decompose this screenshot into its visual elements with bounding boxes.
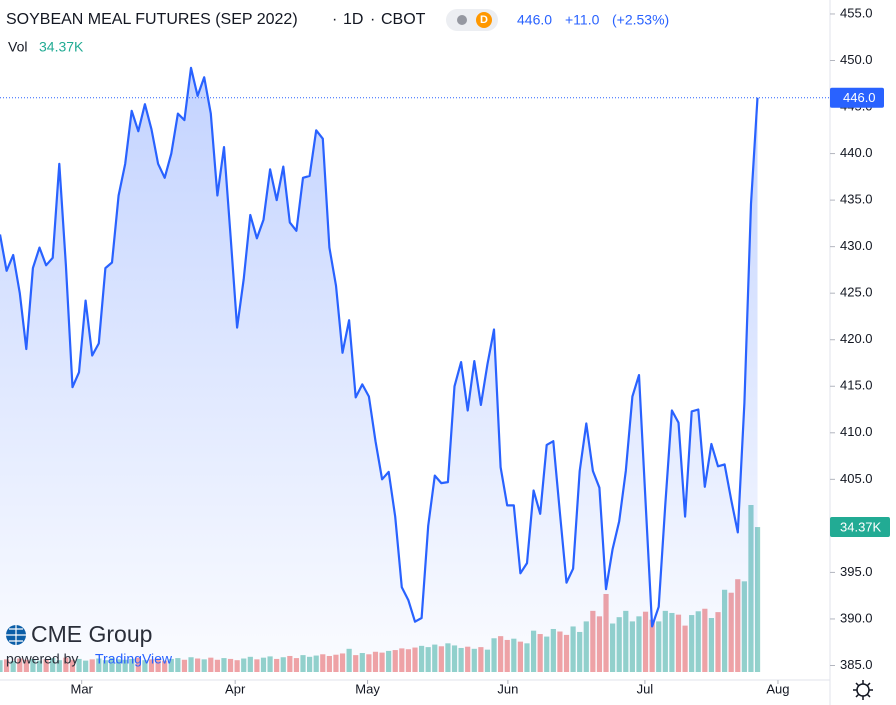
y-tick-label: 390.0 xyxy=(840,610,873,625)
x-tick-label: Jul xyxy=(637,681,654,696)
interval: 1D xyxy=(343,11,363,28)
last-price: 446.0 xyxy=(517,12,552,28)
y-tick-label: 415.0 xyxy=(840,378,873,393)
price-change: +11.0 xyxy=(565,12,600,28)
y-tick-label: 385.0 xyxy=(840,657,873,672)
logo-globe-lines xyxy=(6,625,26,645)
volume-bar xyxy=(754,527,761,672)
exchange: CBOT xyxy=(381,11,426,28)
y-tick-label: 405.0 xyxy=(840,471,873,486)
x-tick-label: Jun xyxy=(497,681,518,696)
separator: · xyxy=(332,11,337,28)
price-line xyxy=(0,66,759,628)
volume-tag-label: 34.37K xyxy=(840,519,882,534)
gear-teeth xyxy=(853,680,873,700)
y-tick-label: 425.0 xyxy=(840,285,873,300)
y-tick-label: 440.0 xyxy=(840,145,873,160)
price-change-pct: (+2.53%) xyxy=(612,12,669,28)
price-pane xyxy=(0,66,759,672)
logo-text: CME Group xyxy=(31,621,152,647)
y-tick-label: 410.0 xyxy=(840,424,873,439)
last-price-tag-label: 446.0 xyxy=(843,90,876,105)
separator: · xyxy=(370,11,375,28)
badge-label: D xyxy=(480,14,488,26)
powered-by: powered by xyxy=(6,651,78,667)
chart-title: SOYBEAN MEAL FUTURES (SEP 2022) xyxy=(6,11,298,28)
volume-tag xyxy=(830,517,890,538)
x-tick-label: Mar xyxy=(70,681,93,696)
volume-value: 34.37K xyxy=(39,39,84,55)
x-tick-label: May xyxy=(355,681,380,696)
y-tick-label: 450.0 xyxy=(840,52,873,67)
badge-d xyxy=(476,12,492,28)
y-tick-label: 455.0 xyxy=(840,5,873,20)
logo[interactable]: CME Group powered by TradingView xyxy=(6,621,173,667)
badge-dot xyxy=(457,15,467,25)
last-price-tag xyxy=(830,87,884,108)
powered-brand: TradingView xyxy=(95,651,173,667)
y-tick-label: 420.0 xyxy=(840,331,873,346)
x-tick-label: Apr xyxy=(225,681,246,696)
x-tick-label: Aug xyxy=(766,681,789,696)
settings-icon[interactable] xyxy=(853,680,873,700)
y-tick-label: 395.0 xyxy=(840,564,873,579)
y-tick-label: 435.0 xyxy=(840,192,873,207)
y-tick-label: 430.0 xyxy=(840,238,873,253)
price-area xyxy=(0,67,758,672)
volume-title: Vol xyxy=(8,39,27,55)
